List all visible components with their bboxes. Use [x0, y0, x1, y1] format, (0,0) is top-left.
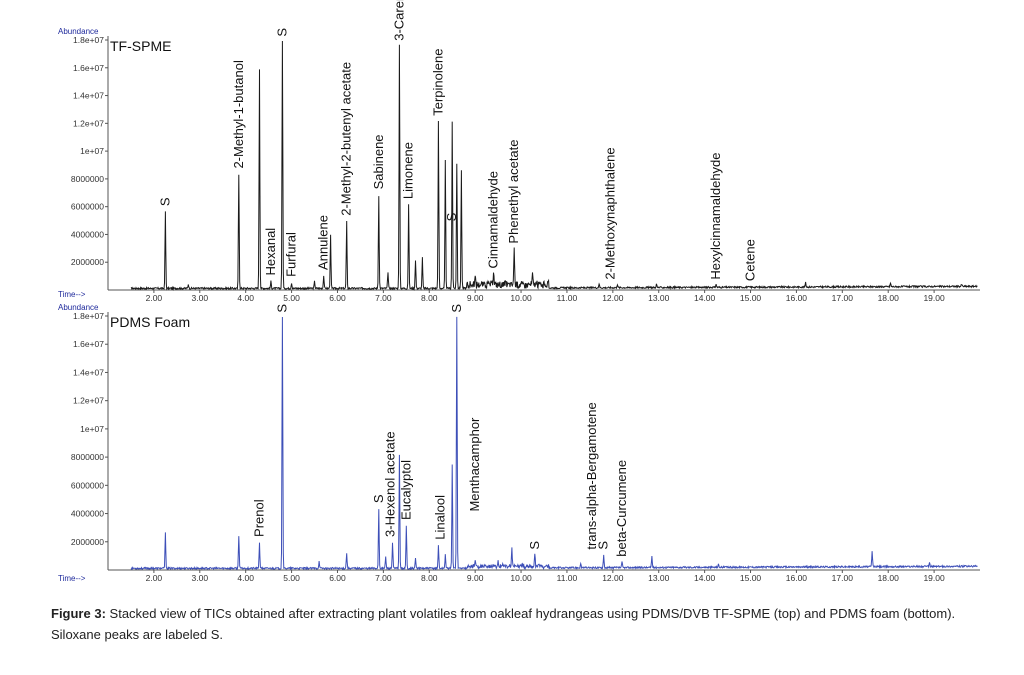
x-tick-label: 2.00	[146, 293, 163, 303]
y-tick-label: 8000000	[71, 174, 104, 184]
peak-label: Eucalyptol	[398, 460, 413, 520]
peak-label: 2-Methyl-2-butenyl acetate	[339, 62, 354, 216]
ylabel: Abundance	[58, 303, 99, 312]
x-tick-label: 6.00	[329, 293, 346, 303]
x-tick-label: 15.00	[740, 293, 762, 303]
peak-label: S	[157, 197, 172, 206]
x-tick-label: 10.00	[510, 573, 532, 583]
figure-caption: Figure 3: Stacked view of TICs obtained …	[51, 603, 1001, 645]
y-tick-label: 1.4e+07	[73, 367, 104, 377]
caption-text: Stacked view of TICs obtained after extr…	[51, 606, 956, 642]
x-tick-label: 5.00	[283, 573, 300, 583]
peak-label: 3-Carene	[391, 0, 406, 41]
peak-label: Terpinolene	[430, 49, 445, 116]
peak-label: Prenol	[251, 499, 266, 537]
series-line	[130, 316, 978, 571]
x-tick-label: 8.00	[421, 293, 438, 303]
caption-label: Figure 3:	[51, 606, 106, 621]
y-tick-label: 1.2e+07	[73, 118, 104, 128]
x-tick-label: 14.00	[694, 573, 716, 583]
peak-label: Annulene	[316, 215, 331, 270]
x-tick-label: 12.00	[602, 573, 624, 583]
peak-label: S	[527, 541, 542, 550]
x-tick-label: 17.00	[832, 293, 854, 303]
x-tick-label: 17.00	[832, 573, 854, 583]
peak-label: Limonene	[401, 142, 416, 199]
x-tick-label: 16.00	[786, 293, 808, 303]
x-tick-label: 11.00	[557, 573, 578, 583]
series-line	[130, 40, 978, 291]
x-tick-label: 16.00	[786, 573, 808, 583]
y-tick-label: 8000000	[71, 452, 104, 462]
y-tick-label: 1e+07	[80, 424, 104, 434]
x-tick-label: 15.00	[740, 573, 762, 583]
peak-label: S	[444, 212, 459, 221]
y-tick-label: 1e+07	[80, 146, 104, 156]
y-tick-label: 1.4e+07	[73, 91, 104, 101]
x-tick-label: 8.00	[421, 573, 438, 583]
y-tick-label: 4000000	[71, 229, 104, 239]
x-tick-label: 7.00	[375, 573, 392, 583]
y-tick-label: 1.8e+07	[73, 35, 104, 45]
peak-label: 3-Hexenol acetate	[382, 431, 397, 537]
y-tick-label: 4000000	[71, 509, 104, 519]
x-tick-label: 6.00	[329, 573, 346, 583]
stacked-chromatogram: Abundance Time--> 2000000 4000000 6000000 800…	[58, 0, 980, 583]
peak-label: S	[449, 304, 464, 313]
peak-label: S	[596, 541, 611, 550]
xlabel: Time-->	[58, 574, 86, 583]
x-tick-label: 10.00	[510, 293, 532, 303]
xlabel: Time-->	[58, 290, 86, 299]
y-tick-label: 1.6e+07	[73, 339, 104, 349]
peak-label: beta-Curcumene	[614, 460, 629, 557]
peak-label: S	[274, 28, 289, 37]
peak-label: Cinnamaldehyde	[486, 171, 501, 269]
panel-title: PDMS Foam	[110, 314, 190, 330]
y-tick-label: 6000000	[71, 202, 104, 212]
x-tick-label: 18.00	[878, 573, 900, 583]
x-tick-label: 13.00	[648, 573, 670, 583]
ylabel: Abundance	[58, 27, 99, 36]
y-tick-label: 1.6e+07	[73, 63, 104, 73]
panel-title: TF-SPME	[110, 38, 171, 54]
x-tick-label: 4.00	[237, 293, 254, 303]
peak-label: Hexanal	[263, 228, 278, 276]
x-tick-label: 9.00	[467, 573, 484, 583]
peak-label: S	[371, 494, 386, 503]
peak-label: Linalool	[433, 495, 448, 540]
x-tick-label: 19.00	[923, 293, 945, 303]
x-tick-label: 11.00	[557, 293, 578, 303]
y-tick-label: 2000000	[71, 537, 104, 547]
x-tick-label: 7.00	[375, 293, 392, 303]
peak-label: Cetene	[743, 239, 758, 281]
y-tick-label: 6000000	[71, 480, 104, 490]
peak-label: S	[274, 304, 289, 313]
peak-label: Furfural	[284, 232, 299, 277]
peak-label: trans-alpha-Bergamotene	[584, 402, 599, 549]
y-tick-label: 1.2e+07	[73, 396, 104, 406]
peak-label: Menthacamphor	[467, 417, 482, 512]
x-tick-label: 3.00	[192, 573, 209, 583]
x-tick-label: 5.00	[283, 293, 300, 303]
x-tick-label: 13.00	[648, 293, 670, 303]
peak-label: 2-Methyl-1-butanol	[231, 60, 246, 168]
y-tick-label: 2000000	[71, 257, 104, 267]
x-tick-label: 18.00	[878, 293, 900, 303]
peak-label: Sabinene	[371, 134, 386, 189]
x-tick-label: 2.00	[146, 573, 163, 583]
x-tick-label: 4.00	[237, 573, 254, 583]
peak-label: Phenethyl acetate	[506, 139, 521, 243]
peak-label: Hexylcinnamaldehyde	[708, 152, 723, 279]
x-tick-label: 14.00	[694, 293, 716, 303]
peak-label: 2-Methoxynaphthalene	[603, 147, 618, 279]
x-tick-label: 12.00	[602, 293, 624, 303]
x-tick-label: 19.00	[923, 573, 945, 583]
y-tick-label: 1.8e+07	[73, 311, 104, 321]
x-tick-label: 9.00	[467, 293, 484, 303]
x-tick-label: 3.00	[192, 293, 209, 303]
